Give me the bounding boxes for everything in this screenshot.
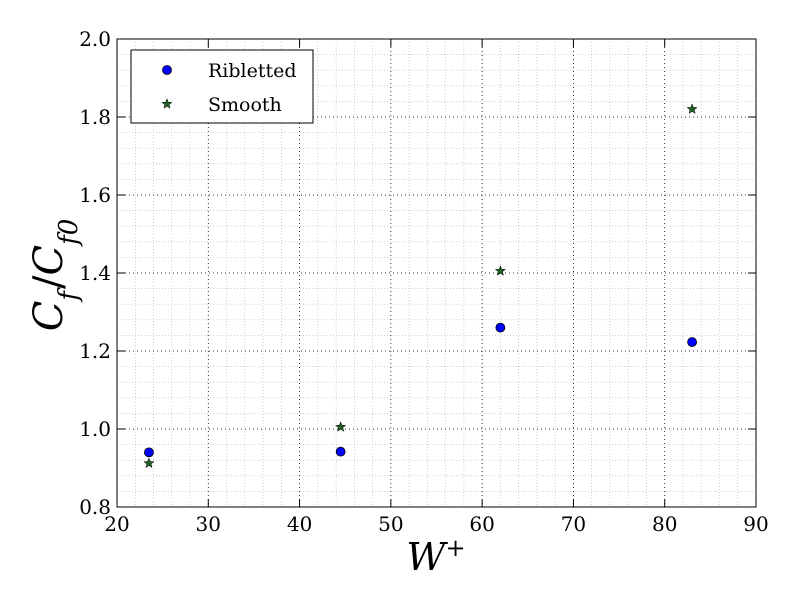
legend-label-ribletted: Ribletted	[208, 60, 297, 82]
data-point-ribletted	[144, 447, 154, 458]
x-tick-label: 40	[287, 512, 312, 536]
x-tick-label: 70	[561, 512, 586, 536]
y-tick-label: 1.4	[79, 261, 111, 285]
data-point-ribletted	[335, 446, 346, 457]
x-tick-label: 30	[196, 512, 221, 536]
legend-marker-ribletted	[162, 65, 172, 75]
x-axis-label: W+	[406, 534, 465, 579]
legend-circle-marker	[162, 65, 172, 75]
legend-box	[130, 49, 314, 124]
axis-ticks	[116, 38, 757, 508]
x-tick-labels: 20 30 40 50 60 70 80 90	[104, 512, 768, 536]
legend-marker-smooth	[161, 98, 173, 109]
x-tick-label: 50	[378, 512, 403, 536]
data-points	[143, 103, 698, 469]
data-point-smooth	[494, 265, 507, 276]
y-tick-label: 0.8	[79, 495, 111, 519]
data-point-smooth	[143, 457, 155, 469]
major-grid	[117, 39, 756, 507]
legend-star-marker	[161, 98, 173, 109]
x-tick-label: 60	[469, 512, 494, 536]
y-tick-label: 1.0	[79, 417, 111, 441]
y-tick-label: 2.0	[79, 27, 111, 51]
y-tick-label: 1.6	[79, 183, 111, 207]
data-point-smooth	[335, 421, 347, 432]
data-point-ribletted	[687, 337, 697, 347]
legend: Ribletted Smooth	[130, 49, 314, 124]
data-point-smooth	[686, 103, 698, 114]
x-tick-label: 20	[104, 512, 129, 536]
data-point-ribletted	[495, 322, 506, 333]
y-tick-label: 1.8	[79, 105, 111, 129]
x-tick-label: 90	[743, 512, 768, 536]
x-tick-label: 80	[652, 512, 677, 536]
y-tick-label: 1.2	[79, 339, 111, 363]
legend-label-smooth: Smooth	[208, 94, 282, 116]
y-tick-labels: 0.8 1.0 1.2 1.4 1.6 1.8 2.0	[79, 27, 111, 519]
